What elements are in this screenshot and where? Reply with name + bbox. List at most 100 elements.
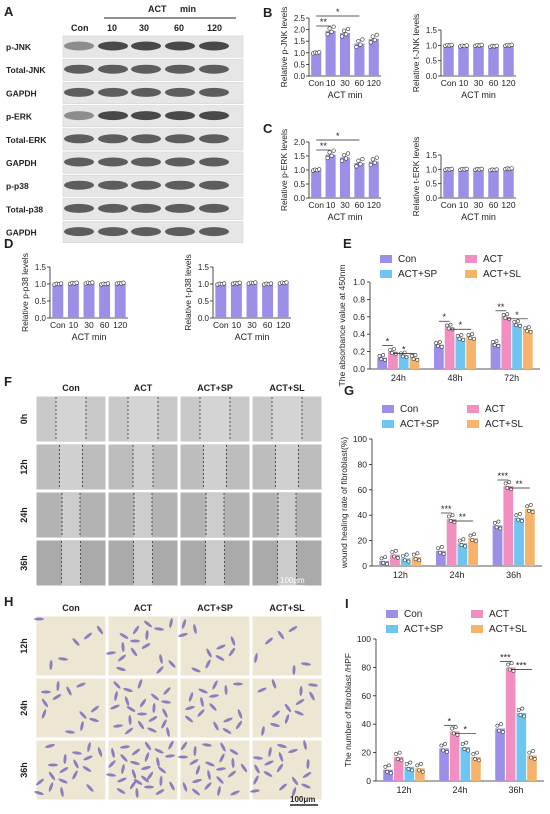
cell-mark xyxy=(118,654,126,662)
cell-mark xyxy=(165,754,175,758)
cell-mark xyxy=(84,632,92,640)
bar xyxy=(503,45,514,76)
data-point xyxy=(528,330,533,334)
data-point xyxy=(471,752,476,756)
wound-col-label: ACT xyxy=(134,383,153,393)
data-point xyxy=(509,487,513,492)
data-point xyxy=(444,749,449,754)
cell-mark xyxy=(82,766,92,772)
x-tick-label: 30 xyxy=(84,320,94,330)
x-tick-label: 36h xyxy=(508,785,523,795)
bar xyxy=(325,30,336,76)
data-point xyxy=(494,43,499,48)
data-point xyxy=(410,768,414,773)
data-point xyxy=(497,728,502,733)
wound-gap xyxy=(128,396,158,442)
cell-mark xyxy=(148,716,158,722)
data-point xyxy=(402,558,407,563)
cell-mark xyxy=(124,696,130,706)
legend-label: Con xyxy=(398,254,416,265)
cell-mark xyxy=(263,771,273,777)
data-point xyxy=(381,560,386,565)
cell-mark xyxy=(135,788,139,798)
cell-mark xyxy=(163,687,171,695)
x-axis-title: ACT min xyxy=(72,332,107,342)
wb-header-min: min xyxy=(180,4,196,14)
x-tick-label: 60 xyxy=(100,320,110,330)
cell-mark xyxy=(169,618,173,628)
data-point xyxy=(464,43,469,48)
cell-mark xyxy=(111,748,115,758)
data-point xyxy=(268,281,273,286)
data-point xyxy=(439,743,444,748)
legend-label: ACT xyxy=(485,404,505,415)
data-point xyxy=(528,503,533,507)
bar xyxy=(339,157,351,198)
data-point xyxy=(434,340,439,345)
sig-label: * xyxy=(442,312,446,322)
cell-mark xyxy=(152,703,156,713)
cell-mark xyxy=(52,694,62,700)
cell-mark xyxy=(48,771,56,781)
bar xyxy=(377,357,388,369)
bar xyxy=(435,550,446,566)
cell-mark xyxy=(292,665,296,675)
data-point xyxy=(397,750,402,755)
cell-mark xyxy=(123,688,133,692)
cell-mark xyxy=(202,743,212,747)
cell-mark xyxy=(301,662,311,666)
cell-mark xyxy=(181,619,187,629)
y-axis-title: Relative t-p38 levels xyxy=(183,254,193,331)
wb-band xyxy=(199,134,229,144)
wb-band xyxy=(199,157,229,167)
data-point xyxy=(461,337,466,342)
cell-mark xyxy=(189,759,199,765)
cell-mark xyxy=(137,679,143,689)
cell-mark xyxy=(278,752,284,762)
data-point xyxy=(413,557,418,561)
data-point xyxy=(390,550,395,554)
bar xyxy=(262,284,274,318)
wb-band xyxy=(131,157,161,167)
cell-mark xyxy=(41,698,49,708)
wound-gap xyxy=(200,396,230,442)
bar xyxy=(383,769,393,781)
data-point xyxy=(527,750,532,755)
cell-mark xyxy=(66,686,72,696)
cell-mark xyxy=(191,667,201,673)
cell-mark xyxy=(212,680,218,690)
wound-gap xyxy=(206,492,224,538)
sig-label: ** xyxy=(320,17,328,27)
sig-label: * xyxy=(386,337,390,347)
wb-band xyxy=(98,157,128,167)
x-tick-label: 60 xyxy=(263,320,273,330)
bar xyxy=(415,768,425,781)
data-point xyxy=(406,767,411,771)
cell-mark xyxy=(288,626,298,632)
bar xyxy=(230,283,242,318)
wb-band xyxy=(199,180,229,190)
bar xyxy=(246,282,258,318)
data-point xyxy=(520,706,525,711)
x-axis-title: ACT min xyxy=(461,90,496,100)
sig-label: ** xyxy=(497,302,505,312)
y-tick-label: 2.0 xyxy=(294,138,306,147)
y-tick-label: 40 xyxy=(358,510,368,520)
data-point xyxy=(221,281,227,286)
y-tick-label: 100 xyxy=(357,634,371,644)
x-tick-label: 60 xyxy=(355,78,365,88)
cell-mark xyxy=(162,708,168,718)
x-tick-label: Con xyxy=(308,200,324,210)
cell-mark xyxy=(113,724,123,728)
cell-mark xyxy=(114,691,118,701)
data-point xyxy=(105,281,110,286)
cell-mark xyxy=(120,754,128,762)
panel-letter-I: I xyxy=(345,596,349,611)
data-point xyxy=(392,554,396,559)
x-tick-label: Con xyxy=(441,78,457,88)
cell-mark xyxy=(117,777,127,783)
data-point xyxy=(339,158,345,163)
bar xyxy=(457,543,468,566)
transwell-image xyxy=(179,615,251,677)
y-axis-title: The number of fibroblast /HPF xyxy=(343,653,353,767)
